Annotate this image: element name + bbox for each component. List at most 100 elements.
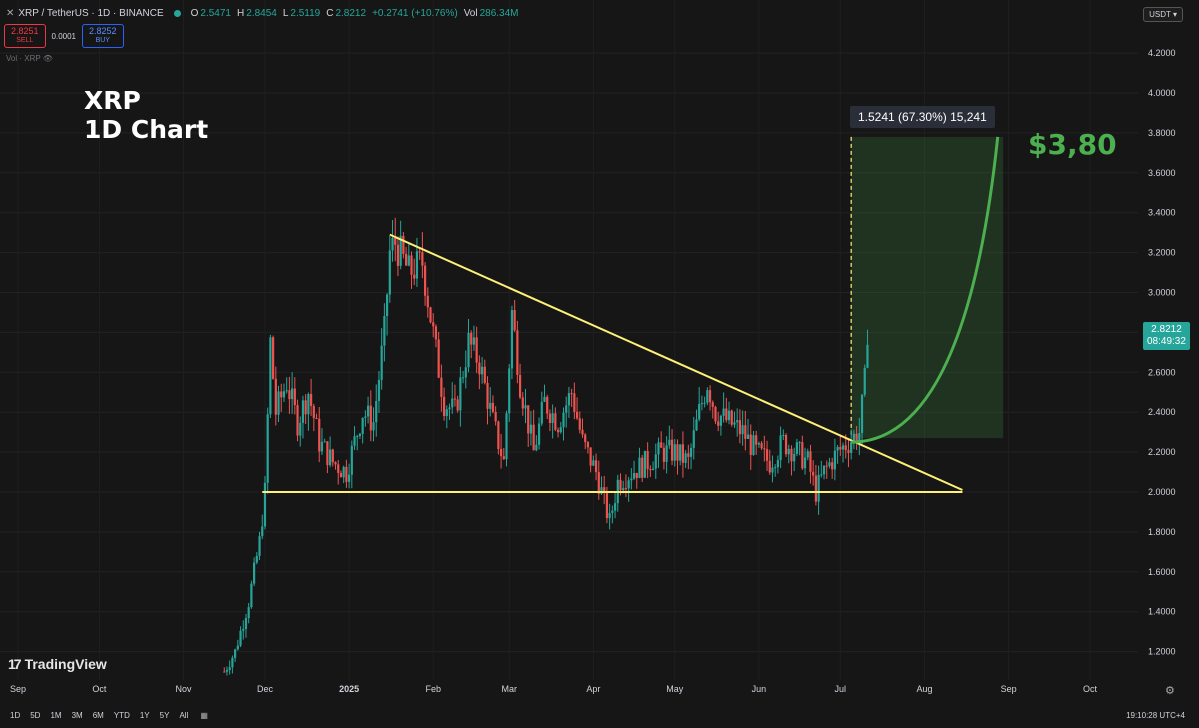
candle-body <box>310 394 313 406</box>
last-price-tag: 2.8212 08:49:32 <box>1143 322 1190 350</box>
y-tick-label: 3.2000 <box>1148 248 1176 258</box>
tf-all[interactable]: All <box>179 711 189 720</box>
candle <box>779 426 782 468</box>
candle-body <box>396 244 400 266</box>
candle-body <box>850 442 853 453</box>
candle <box>822 465 826 480</box>
candle <box>863 364 866 397</box>
candle-body <box>765 449 769 461</box>
candle <box>475 326 478 374</box>
calendar-icon[interactable]: ▦ <box>200 711 208 720</box>
tf-5y[interactable]: 5Y <box>159 711 170 720</box>
tf-6m[interactable]: 6M <box>92 711 104 720</box>
gridlines <box>0 52 1138 653</box>
candle <box>793 447 796 472</box>
buy-button[interactable]: 2.8252 BUY <box>82 24 124 48</box>
candle-body <box>858 432 861 444</box>
candle-body <box>535 444 538 451</box>
candle <box>613 492 617 519</box>
candle-body <box>600 487 603 494</box>
candle-body <box>603 487 606 492</box>
tf-3m[interactable]: 3M <box>71 711 83 720</box>
candle <box>546 394 549 420</box>
tf-1m[interactable]: 1M <box>50 711 62 720</box>
candle <box>301 395 305 439</box>
candle-body <box>407 255 410 266</box>
candle-body <box>532 424 535 451</box>
candle-body <box>727 410 731 421</box>
candle <box>603 475 606 505</box>
candle-body <box>510 310 514 369</box>
candle <box>461 370 465 384</box>
x-tick-label: Jun <box>752 684 767 694</box>
x-tick-label: Jul <box>835 684 847 694</box>
y-tick-label: 3.0000 <box>1148 288 1176 298</box>
clock[interactable]: 19:10:28 UTC+4 <box>1126 711 1185 720</box>
candle <box>464 350 467 389</box>
tf-ytd[interactable]: YTD <box>113 711 130 720</box>
candle <box>654 443 657 479</box>
x-tick-label: Sep <box>10 684 26 694</box>
candle-body <box>489 402 492 409</box>
candle <box>510 305 514 380</box>
projection-curve <box>851 136 1000 444</box>
candle <box>817 465 820 515</box>
candle-body <box>404 253 408 266</box>
sell-button[interactable]: 2.8251 SELL <box>4 24 46 48</box>
candle <box>858 417 861 456</box>
candle <box>432 313 435 338</box>
candle <box>410 251 413 289</box>
candle <box>803 447 807 475</box>
candle-body <box>361 417 364 434</box>
candle <box>850 429 853 460</box>
candle <box>679 444 682 466</box>
candle-body <box>366 405 370 417</box>
xrp-icon: ✕ <box>6 8 15 19</box>
tf-1y[interactable]: 1Y <box>139 711 150 720</box>
candle-body <box>567 393 571 406</box>
candle <box>391 220 394 262</box>
candle <box>361 417 364 444</box>
candle-body <box>225 670 229 672</box>
candle <box>407 244 410 267</box>
candle <box>312 403 315 432</box>
candle-body <box>345 466 348 482</box>
candle-body <box>668 439 671 446</box>
candle-body <box>793 453 796 462</box>
candle <box>366 396 370 424</box>
candle <box>741 410 744 446</box>
candle-body <box>315 418 318 420</box>
candle-body <box>700 403 704 405</box>
timeframe-buttons: 1D 5D 1M 3M 6M YTD 1Y 5Y All <box>10 711 188 720</box>
symbol-title[interactable]: XRP / TetherUS · 1D · BINANCE <box>18 8 164 19</box>
candle-body <box>692 430 695 448</box>
candle-body <box>860 394 864 433</box>
candle-body <box>250 583 253 608</box>
candle-body <box>833 450 836 470</box>
candle-body <box>255 555 258 563</box>
candle <box>727 401 731 425</box>
candle-body <box>543 396 546 402</box>
candle-body <box>426 295 429 308</box>
candle-body <box>803 457 807 469</box>
candle <box>261 514 264 540</box>
candle <box>556 427 560 438</box>
tf-1d[interactable]: 1D <box>10 711 21 720</box>
candle <box>516 320 519 384</box>
candle <box>692 416 695 460</box>
candle <box>814 464 817 506</box>
candle <box>358 432 362 439</box>
candle-body <box>272 337 275 379</box>
candle-body <box>540 401 543 424</box>
tf-5d[interactable]: 5D <box>30 711 41 720</box>
candles <box>223 217 869 676</box>
candle <box>364 410 367 427</box>
time-axis[interactable]: Sep Oct Nov Dec 2025 Feb Mar Apr May Jun Jul Aug Sep… <box>10 684 1098 694</box>
candle-body <box>334 462 337 465</box>
currency-select[interactable]: USDT ▾ <box>1143 7 1183 22</box>
volume-indicator-label[interactable]: Vol · XRP 👁 <box>6 54 53 63</box>
gear-icon[interactable]: ⚙ <box>1165 685 1175 697</box>
candle <box>329 436 332 468</box>
price-axis[interactable]: 4.2000 4.0000 3.8000 3.6000 3.4000 3.2000 3.00… <box>1148 48 1176 657</box>
